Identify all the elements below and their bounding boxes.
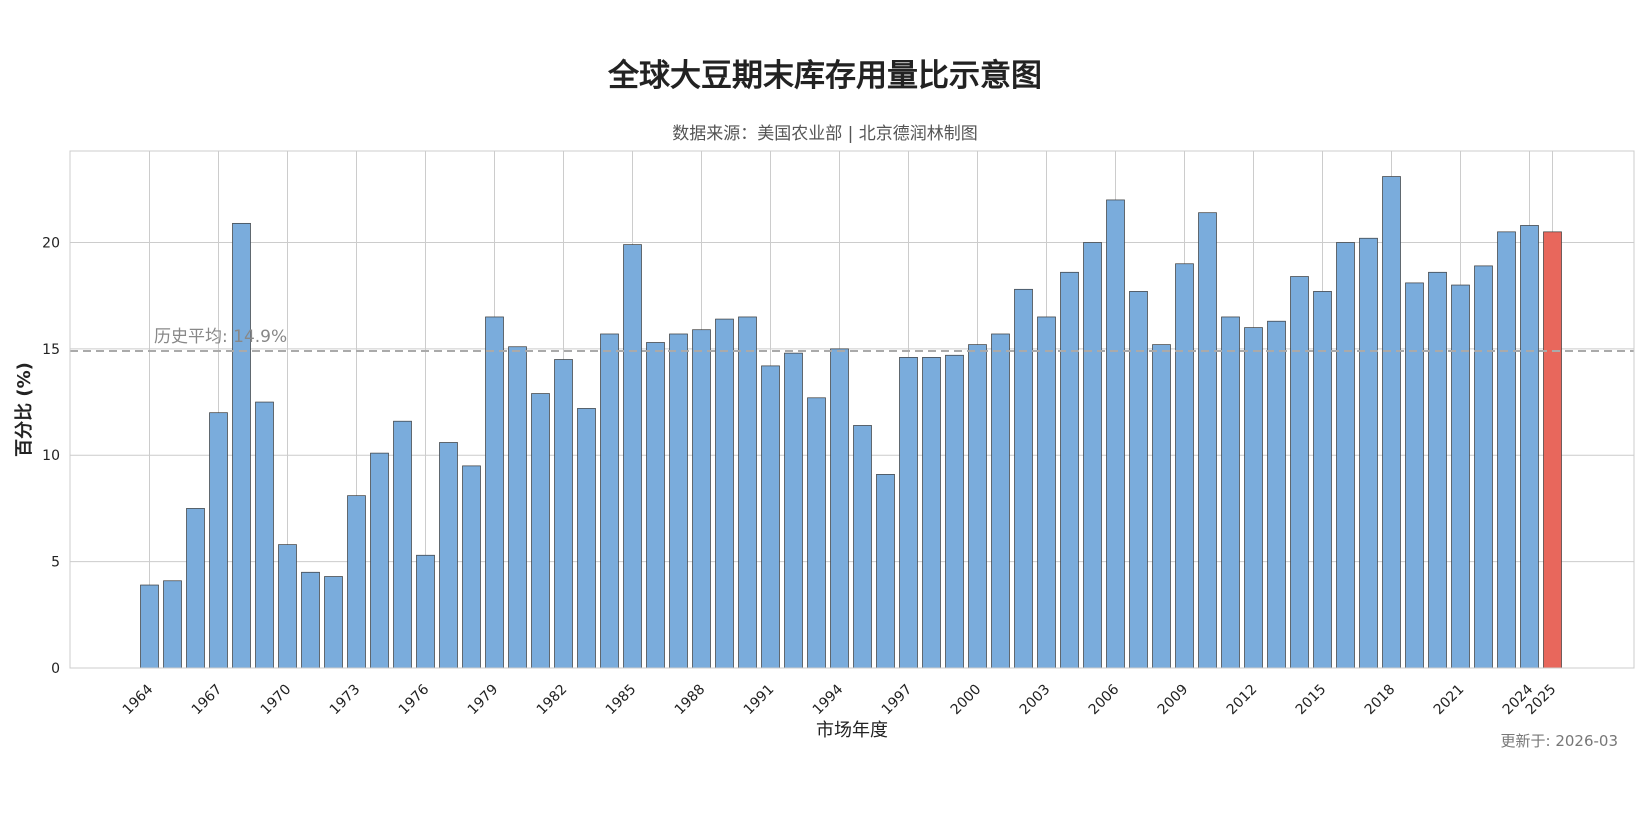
bar-1970	[278, 544, 297, 669]
y-tick-label: 10	[42, 448, 60, 464]
bars	[140, 176, 1562, 669]
bar-1984	[600, 333, 619, 669]
bar-1993	[807, 397, 826, 669]
x-tick-label: 2012	[1224, 682, 1261, 719]
bar-1981	[531, 393, 550, 669]
bar-1992	[784, 352, 803, 669]
bar-2002	[1014, 288, 1033, 669]
bar-1983	[577, 408, 596, 669]
bar-1976	[416, 554, 435, 669]
bar-2012	[1244, 327, 1263, 669]
bar-2016	[1336, 242, 1355, 669]
bar-1971	[301, 571, 320, 669]
chart-subtitle: 数据来源：美国农业部 | 北京德润林制图	[672, 124, 978, 144]
bar-2005	[1083, 242, 1102, 669]
updated-note: 更新于: 2026-03	[1500, 732, 1619, 750]
bar-1979	[485, 316, 504, 669]
x-tick-label: 1982	[534, 682, 571, 719]
bar-1975	[393, 420, 412, 669]
bar-2020	[1428, 271, 1447, 669]
bar-1964	[140, 584, 159, 669]
x-tick-label: 2015	[1293, 682, 1330, 719]
x-tick-label: 1991	[741, 682, 778, 719]
bar-1967	[209, 412, 228, 669]
bar-2010	[1198, 212, 1217, 669]
bar-2004	[1060, 271, 1079, 669]
bar-2006	[1106, 199, 1125, 669]
x-tick-label: 2009	[1155, 682, 1192, 719]
y-tick-label: 20	[42, 235, 60, 251]
x-tick-label: 1979	[465, 682, 502, 719]
plot-frame	[69, 150, 1635, 669]
x-axis-title: 市场年度	[816, 720, 888, 741]
bar-2025	[1543, 231, 1562, 669]
bar-1985	[623, 244, 642, 669]
y-axis-title: 百分比 (%)	[14, 362, 35, 457]
bar-2009	[1175, 263, 1194, 669]
x-tick-label: 1997	[879, 682, 916, 719]
x-tick-label: 2018	[1362, 682, 1399, 719]
mean-line-group: 历史平均: 14.9%	[70, 327, 1634, 352]
mean-label: 历史平均: 14.9%	[154, 327, 287, 347]
x-tick-label: 2003	[1017, 682, 1054, 719]
x-tick-label: 1970	[258, 682, 295, 719]
bar-2011	[1221, 316, 1240, 669]
x-tick-label: 2006	[1086, 681, 1123, 718]
x-tick-label: 1994	[810, 681, 847, 718]
bar-1990	[738, 316, 757, 669]
bar-2001	[991, 333, 1010, 669]
bar-1965	[163, 580, 182, 669]
bar-1968	[232, 222, 251, 669]
bar-1980	[508, 346, 527, 669]
bar-1974	[370, 452, 389, 669]
bar-2024	[1520, 225, 1539, 669]
y-tick-label: 15	[42, 342, 60, 358]
x-tick-label: 1988	[672, 682, 709, 719]
bar-1972	[324, 576, 343, 669]
y-tick-label: 0	[51, 661, 60, 677]
x-tick-label: 1967	[189, 682, 226, 719]
bar-1998	[922, 357, 941, 669]
x-tick-label: 1985	[603, 682, 640, 719]
bar-1997	[899, 357, 918, 669]
bar-2015	[1313, 291, 1332, 669]
bar-1969	[255, 401, 274, 669]
x-tick-label: 1973	[327, 682, 364, 719]
bar-1995	[853, 425, 872, 669]
x-tick-label: 1976	[396, 681, 433, 718]
bar-2017	[1359, 237, 1378, 669]
bar-1982	[554, 359, 573, 669]
bar-1999	[945, 354, 964, 669]
bar-1996	[876, 474, 895, 669]
bar-2013	[1267, 320, 1286, 669]
bar-2018	[1382, 176, 1401, 669]
bar-2003	[1037, 316, 1056, 669]
bar-1991	[761, 365, 780, 669]
bar-2021	[1451, 284, 1470, 669]
bar-2023	[1497, 231, 1516, 669]
x-tick-label: 2021	[1431, 682, 1468, 719]
bar-2014	[1290, 276, 1309, 669]
bar-1989	[715, 318, 734, 669]
x-tick-label: 2000	[948, 682, 985, 719]
y-tick-label: 5	[51, 555, 60, 571]
bar-2000	[968, 344, 987, 669]
bar-2019	[1405, 282, 1424, 669]
bar-1978	[462, 465, 481, 669]
bar-1994	[830, 348, 849, 669]
bar-1973	[347, 495, 366, 669]
bar-2008	[1152, 344, 1171, 669]
bar-1987	[669, 333, 688, 669]
bar-1988	[692, 329, 711, 669]
bar-1977	[439, 442, 458, 669]
chart-title: 全球大豆期末库存用量比示意图	[608, 58, 1042, 94]
bar-1966	[186, 508, 205, 669]
x-tick-label: 1964	[120, 681, 157, 718]
bar-2022	[1474, 265, 1493, 669]
bar-1986	[646, 342, 665, 669]
bar-2007	[1129, 291, 1148, 669]
